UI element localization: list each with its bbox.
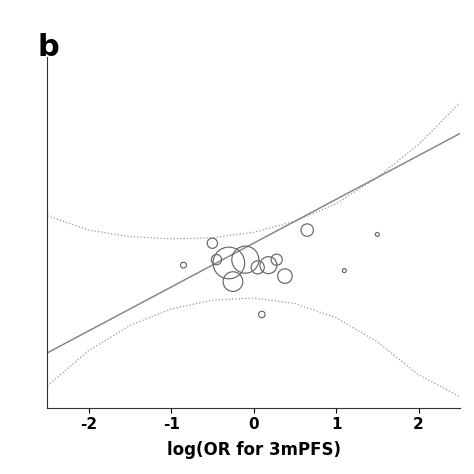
Point	[213, 256, 220, 264]
X-axis label: log(OR for 3mPFS): log(OR for 3mPFS)	[166, 441, 341, 459]
Point	[229, 278, 237, 285]
Point	[242, 256, 249, 264]
Point	[209, 239, 216, 247]
Point	[340, 267, 348, 274]
Point	[303, 226, 311, 234]
Point	[273, 256, 281, 264]
Point	[225, 259, 233, 267]
Point	[254, 264, 262, 271]
Point	[264, 261, 272, 269]
Text: b: b	[38, 33, 60, 62]
Point	[180, 261, 187, 269]
Point	[374, 231, 381, 238]
Point	[281, 272, 289, 280]
Point	[258, 310, 265, 318]
